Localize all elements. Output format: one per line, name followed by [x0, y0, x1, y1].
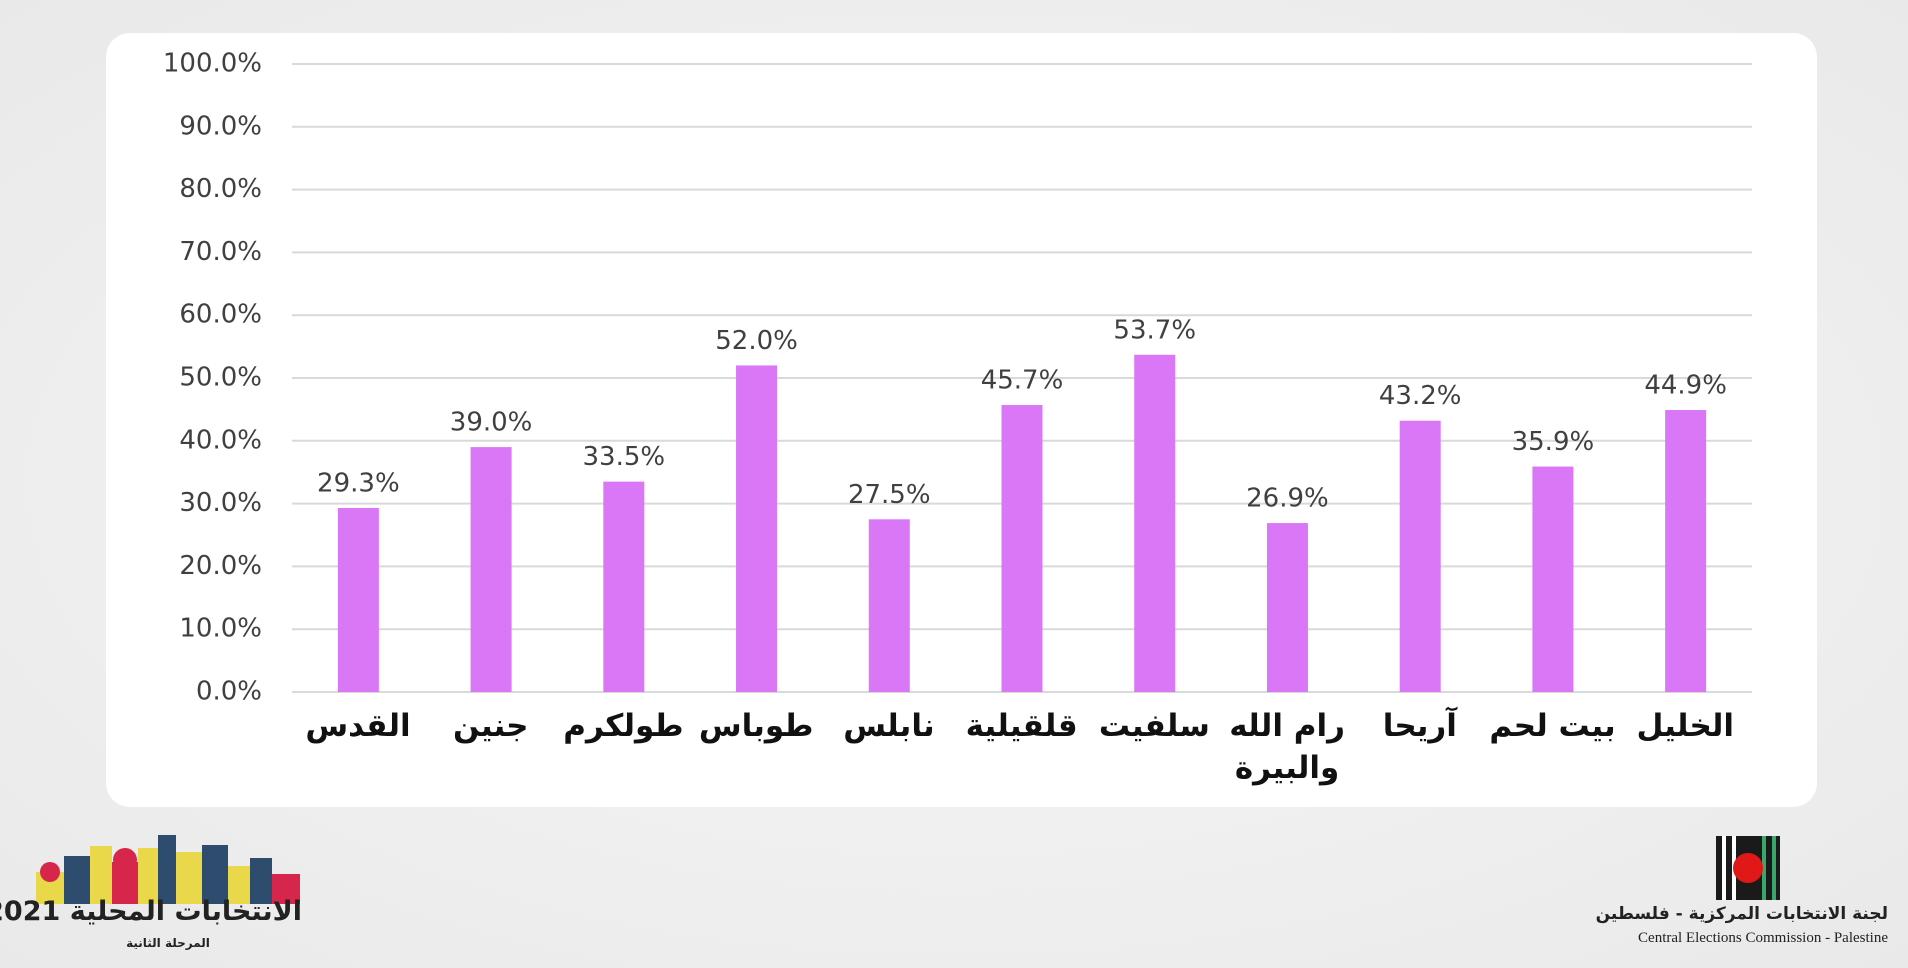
bar [1665, 410, 1707, 692]
x-tick-label: بيت لحم [1489, 708, 1616, 744]
value-label: 45.7% [981, 366, 1064, 396]
y-tick-label: 50.0% [179, 363, 262, 393]
commission-logo-art [1716, 836, 1780, 900]
bar [1532, 466, 1574, 692]
value-label: 52.0% [715, 326, 798, 356]
value-label: 26.9% [1246, 484, 1329, 514]
x-tick-label: طوباس [698, 708, 814, 744]
bar [1134, 354, 1176, 692]
x-tick-label: سلفيت [1098, 708, 1210, 744]
value-label: 27.5% [848, 480, 931, 510]
event-subtitle: المرحلة الثانية [126, 936, 210, 950]
value-label: 43.2% [1379, 381, 1462, 411]
x-tick-label: القدس [305, 708, 411, 744]
x-tick-label: قلقيلية [965, 708, 1078, 744]
bar [1399, 420, 1441, 692]
bar [1266, 523, 1308, 692]
event-title: الانتخابات المحلية 2021 [0, 896, 302, 927]
chart-card [106, 33, 1817, 807]
y-tick-label: 80.0% [179, 174, 262, 204]
bar [603, 481, 645, 692]
value-label: 35.9% [1512, 427, 1595, 457]
x-tick-label: نابلس [843, 708, 935, 744]
x-tick-label: آريحا [1382, 708, 1457, 744]
bar [736, 365, 778, 692]
y-tick-label: 70.0% [179, 237, 262, 267]
y-tick-label: 100.0% [163, 49, 262, 79]
y-tick-label: 90.0% [179, 111, 262, 141]
y-tick-label: 10.0% [179, 614, 262, 644]
value-label: 44.9% [1644, 371, 1727, 401]
y-tick-label: 20.0% [179, 551, 262, 581]
value-label: 39.0% [450, 408, 533, 438]
bar [1001, 405, 1043, 692]
x-tick-label: الخليل [1636, 708, 1735, 744]
x-tick-label: جنين [452, 708, 529, 744]
bar [868, 519, 910, 692]
y-tick-label: 30.0% [179, 488, 262, 518]
x-tick-label: طولكرم [563, 708, 684, 744]
event-logo-art [36, 835, 300, 904]
commission-english: Central Elections Commission - Palestine [1638, 930, 1888, 946]
y-tick-label: 40.0% [179, 425, 262, 455]
value-label: 29.3% [317, 468, 400, 498]
bar [337, 507, 379, 692]
y-tick-label: 0.0% [196, 677, 262, 707]
bar [470, 447, 512, 692]
value-label: 33.5% [583, 442, 666, 472]
value-label: 53.7% [1113, 315, 1196, 345]
commission-arabic: لجنة الانتخابات المركزية - فلسطين [1595, 904, 1888, 924]
y-tick-label: 60.0% [179, 300, 262, 330]
x-tick-label: رام الله والبيرة [1229, 708, 1345, 786]
